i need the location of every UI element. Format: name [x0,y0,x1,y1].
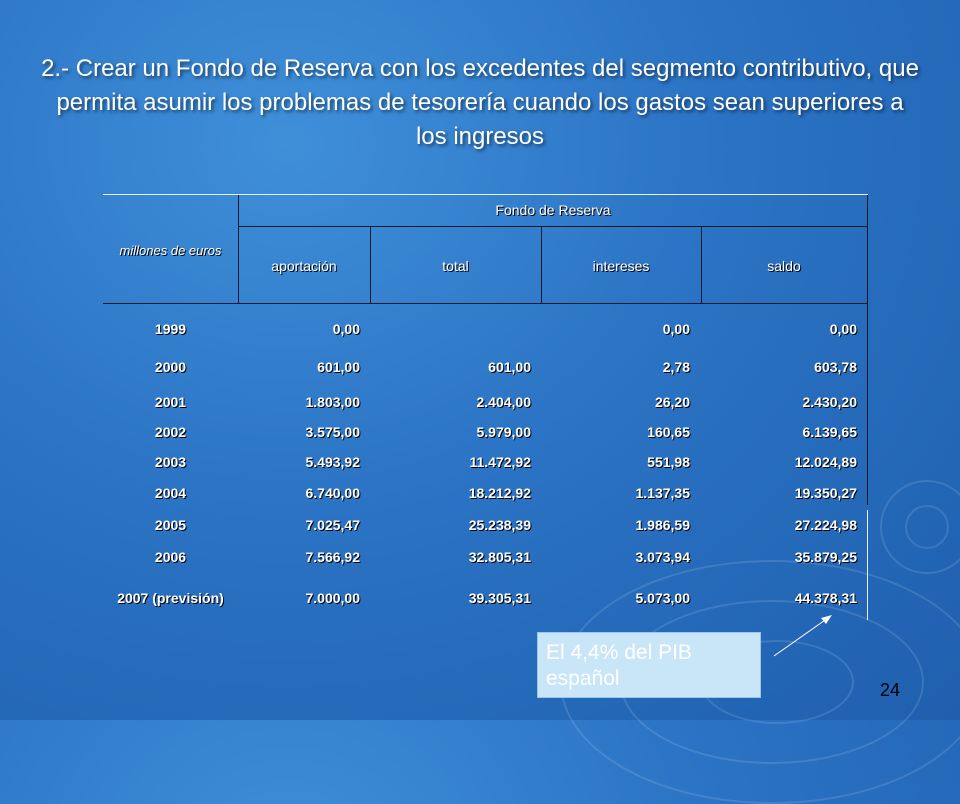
cell-saldo: 27.224,98 [794,517,857,533]
cell-intereses: 1.137,35 [635,485,691,501]
row-year: 2004 [154,485,187,501]
cell-aportacion: 601,00 [317,359,360,375]
cell-saldo: 6.139,65 [802,424,858,440]
callout-arrow [773,615,832,657]
cell-total: 25.238,39 [468,517,531,533]
cell-total: 32.805,31 [468,549,531,565]
page-number: 24 [880,680,901,700]
row-year: 2003 [154,454,187,470]
table-line [867,510,868,620]
cell-intereses: 5.073,00 [635,590,691,606]
table-line [541,226,542,303]
table-line [103,303,868,304]
cell-intereses: 0,00 [662,321,690,337]
column-header: total [442,258,469,274]
cell-aportacion: 5.493,92 [305,454,361,470]
cell-intereses: 3.073,94 [635,549,691,565]
row-header: millones de euros [119,243,222,258]
table-line [867,195,868,505]
table-line [370,226,371,303]
slide-title: 2.- Crear un Fondo de Reserva con los ex… [41,55,919,150]
cell-saldo: 12.024,89 [794,454,857,470]
row-year: 2002 [154,424,187,440]
table-line [701,226,702,303]
cell-total: 39.305,31 [468,590,531,606]
row-year: 1999 [154,321,187,337]
row-year: 2007 (previsión) [117,590,224,606]
table-line [238,226,868,227]
cell-total: 5.979,00 [476,424,532,440]
row-year: 2000 [154,359,187,375]
table-line [238,195,239,303]
table-top-line [103,194,868,195]
row-year: 2001 [154,394,187,410]
cell-saldo: 44.378,31 [794,590,857,606]
row-year: 2006 [154,549,187,565]
column-header: intereses [592,258,650,274]
cell-aportacion: 6.740,00 [305,485,361,501]
column-header: aportación [271,258,337,274]
cell-intereses: 1.986,59 [635,517,691,533]
cell-saldo: 0,00 [829,321,857,337]
column-header: saldo [767,258,801,274]
cell-intereses: 26,20 [654,394,690,410]
decorative-ripple [880,480,960,574]
cell-aportacion: 7.566,92 [305,549,361,565]
decorative-ripple [905,505,949,549]
group-header: Fondo de Reserva [495,202,611,218]
cell-intereses: 160,65 [647,424,690,440]
cell-intereses: 2,78 [662,359,690,375]
cell-total: 18.212,92 [468,485,531,501]
cell-aportacion: 1.803,00 [305,394,361,410]
cell-saldo: 19.350,27 [794,485,857,501]
cell-total: 2.404,00 [476,394,532,410]
cell-aportacion: 7.000,00 [305,590,361,606]
cell-aportacion: 0,00 [332,321,360,337]
cell-saldo: 2.430,20 [802,394,858,410]
cell-total: 601,00 [488,359,531,375]
row-year: 2005 [154,517,187,533]
cell-aportacion: 7.025,47 [305,517,361,533]
cell-intereses: 551,98 [647,454,690,470]
callout-box: El 4,4% del PIB español [537,632,761,698]
cell-saldo: 35.879,25 [794,549,857,565]
cell-saldo: 603,78 [814,359,857,375]
cell-aportacion: 3.575,00 [305,424,361,440]
cell-total: 11.472,92 [469,454,531,470]
